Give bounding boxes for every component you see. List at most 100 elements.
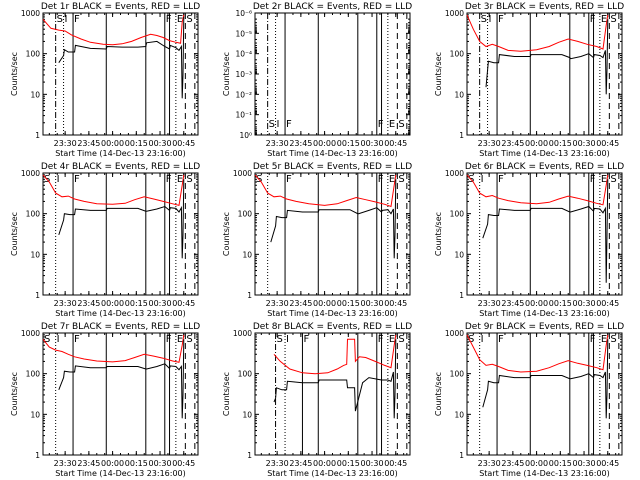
x-tick-label: 00:00	[313, 139, 336, 148]
x-tick-label: 00:45	[172, 139, 195, 148]
plot-title: Det 4r BLACK = Events, RED = LLD	[41, 162, 200, 172]
y-axis-label: Counts/sec	[434, 52, 443, 96]
series-line-lld	[466, 174, 609, 206]
event-marker-label: S	[186, 334, 192, 345]
plot-frame	[42, 172, 199, 296]
y-tick-label: 10⁻¹	[235, 111, 252, 120]
series-line-events	[270, 179, 397, 259]
event-marker-label: E	[389, 334, 395, 345]
x-tick-label: 23:45	[501, 299, 524, 308]
event-marker-label: S	[398, 119, 404, 130]
series-line-events	[482, 179, 609, 283]
event-marker-label: F	[590, 174, 596, 185]
y-tick-label: 1	[247, 291, 252, 300]
x-tick-label: 23:45	[501, 139, 524, 148]
y-tick-label: 100	[238, 370, 253, 379]
event-marker-label: F	[286, 119, 292, 130]
x-tick-label: 00:30	[361, 459, 384, 468]
plot-title: Det 3r BLACK = Events, RED = LLD	[465, 2, 624, 12]
x-axis-label: Start Time (14-Dec-13 23:16:00)	[55, 149, 186, 158]
panel-det-5: Det 5r BLACK = Events, RED = LLD 1 10 100 10…	[222, 162, 412, 318]
y-tick-label: 1000	[21, 329, 40, 338]
x-tick-label: 23:30	[478, 139, 501, 148]
event-marker-label: F	[498, 174, 504, 185]
y-axis-label: Counts/sec	[222, 372, 231, 416]
x-tick-label: 23:30	[266, 299, 289, 308]
event-marker-label: E	[601, 14, 607, 25]
x-tick-label: 00:15	[125, 139, 148, 148]
event-marker-label: S	[398, 334, 404, 345]
y-tick-label: 10⁻³	[235, 70, 252, 79]
x-tick-label: 23:30	[266, 459, 289, 468]
panel-det-3: Det 3r BLACK = Events, RED = LLD 1 10 100 10…	[434, 2, 624, 158]
plot-frame	[254, 12, 411, 136]
x-tick-label: 00:15	[125, 459, 148, 468]
event-marker-label: F	[74, 174, 80, 185]
series-line-lld	[42, 174, 185, 207]
x-tick-label: 00:45	[384, 139, 407, 148]
series-line-events	[482, 339, 609, 419]
x-tick-label: 00:15	[549, 139, 572, 148]
event-marker-label: S	[398, 174, 404, 185]
y-tick-label: 10	[30, 410, 40, 419]
event-marker-label: E	[389, 119, 395, 130]
y-tick-label: 1000	[233, 169, 252, 178]
series-line-events	[273, 339, 397, 419]
series-line-lld	[466, 14, 609, 52]
y-tick-label: 1	[459, 131, 464, 140]
x-tick-label: 00:00	[101, 459, 124, 468]
series-line-events	[58, 179, 185, 259]
x-axis-label: Start Time (14-Dec-13 23:16:00)	[479, 149, 610, 158]
x-tick-label: 23:30	[54, 299, 77, 308]
panel-det-4: Det 4r BLACK = Events, RED = LLD 1 10 100 10…	[10, 162, 200, 318]
x-tick-label: 00:00	[525, 299, 548, 308]
x-tick-label: 00:45	[596, 139, 619, 148]
y-tick-label: 10	[454, 250, 464, 259]
y-tick-label: 10	[30, 90, 40, 99]
event-marker-label: E	[601, 174, 607, 185]
x-tick-label: 23:45	[77, 459, 100, 468]
y-tick-label: 100	[450, 50, 465, 59]
series-line-events	[485, 19, 609, 95]
y-tick-label: 100	[450, 370, 465, 379]
x-tick-label: 00:15	[549, 459, 572, 468]
y-tick-label: 100	[26, 50, 41, 59]
y-axis-label: Counts/sec	[222, 212, 231, 256]
event-marker-label: E	[389, 174, 395, 185]
y-axis-label: Counts/sec	[434, 212, 443, 256]
event-marker-label: F	[498, 14, 504, 25]
x-tick-label: 00:30	[573, 139, 596, 148]
x-tick-label: 00:30	[149, 139, 172, 148]
y-tick-label: 10	[454, 90, 464, 99]
y-tick-label: 10⁰	[239, 131, 252, 140]
event-marker-label: F	[286, 174, 292, 185]
y-tick-label: 100	[450, 210, 465, 219]
plot-title: Det 5r BLACK = Events, RED = LLD	[253, 162, 412, 172]
y-tick-label: 10⁻⁴	[235, 50, 252, 59]
x-tick-label: 23:30	[54, 139, 77, 148]
y-tick-label: 100	[26, 210, 41, 219]
event-marker-label: F	[303, 334, 309, 345]
y-tick-label: 1000	[21, 169, 40, 178]
y-tick-label: 10⁻⁶	[235, 9, 252, 18]
x-tick-label: 23:45	[77, 139, 100, 148]
y-tick-label: 1	[35, 131, 40, 140]
x-axis-label: Start Time (14-Dec-13 23:16:00)	[479, 469, 610, 478]
event-marker-label: I	[57, 174, 60, 185]
series-line-events	[58, 339, 185, 419]
y-axis-label: Counts/sec	[10, 372, 19, 416]
y-axis-label: Counts/sec	[434, 372, 443, 416]
event-marker-label: F	[498, 334, 504, 345]
x-tick-label: 23:45	[289, 459, 312, 468]
event-marker-label: S	[610, 334, 616, 345]
y-tick-label: 1000	[445, 329, 464, 338]
panel-det-8: Det 8r BLACK = Events, RED = LLD 1 10 100 10…	[222, 322, 412, 478]
plot-title: Det 6r BLACK = Events, RED = LLD	[465, 162, 624, 172]
event-marker-label: I	[277, 119, 280, 130]
x-tick-label: 23:45	[77, 299, 100, 308]
event-marker-label: F	[166, 334, 172, 345]
x-tick-label: 00:30	[149, 459, 172, 468]
